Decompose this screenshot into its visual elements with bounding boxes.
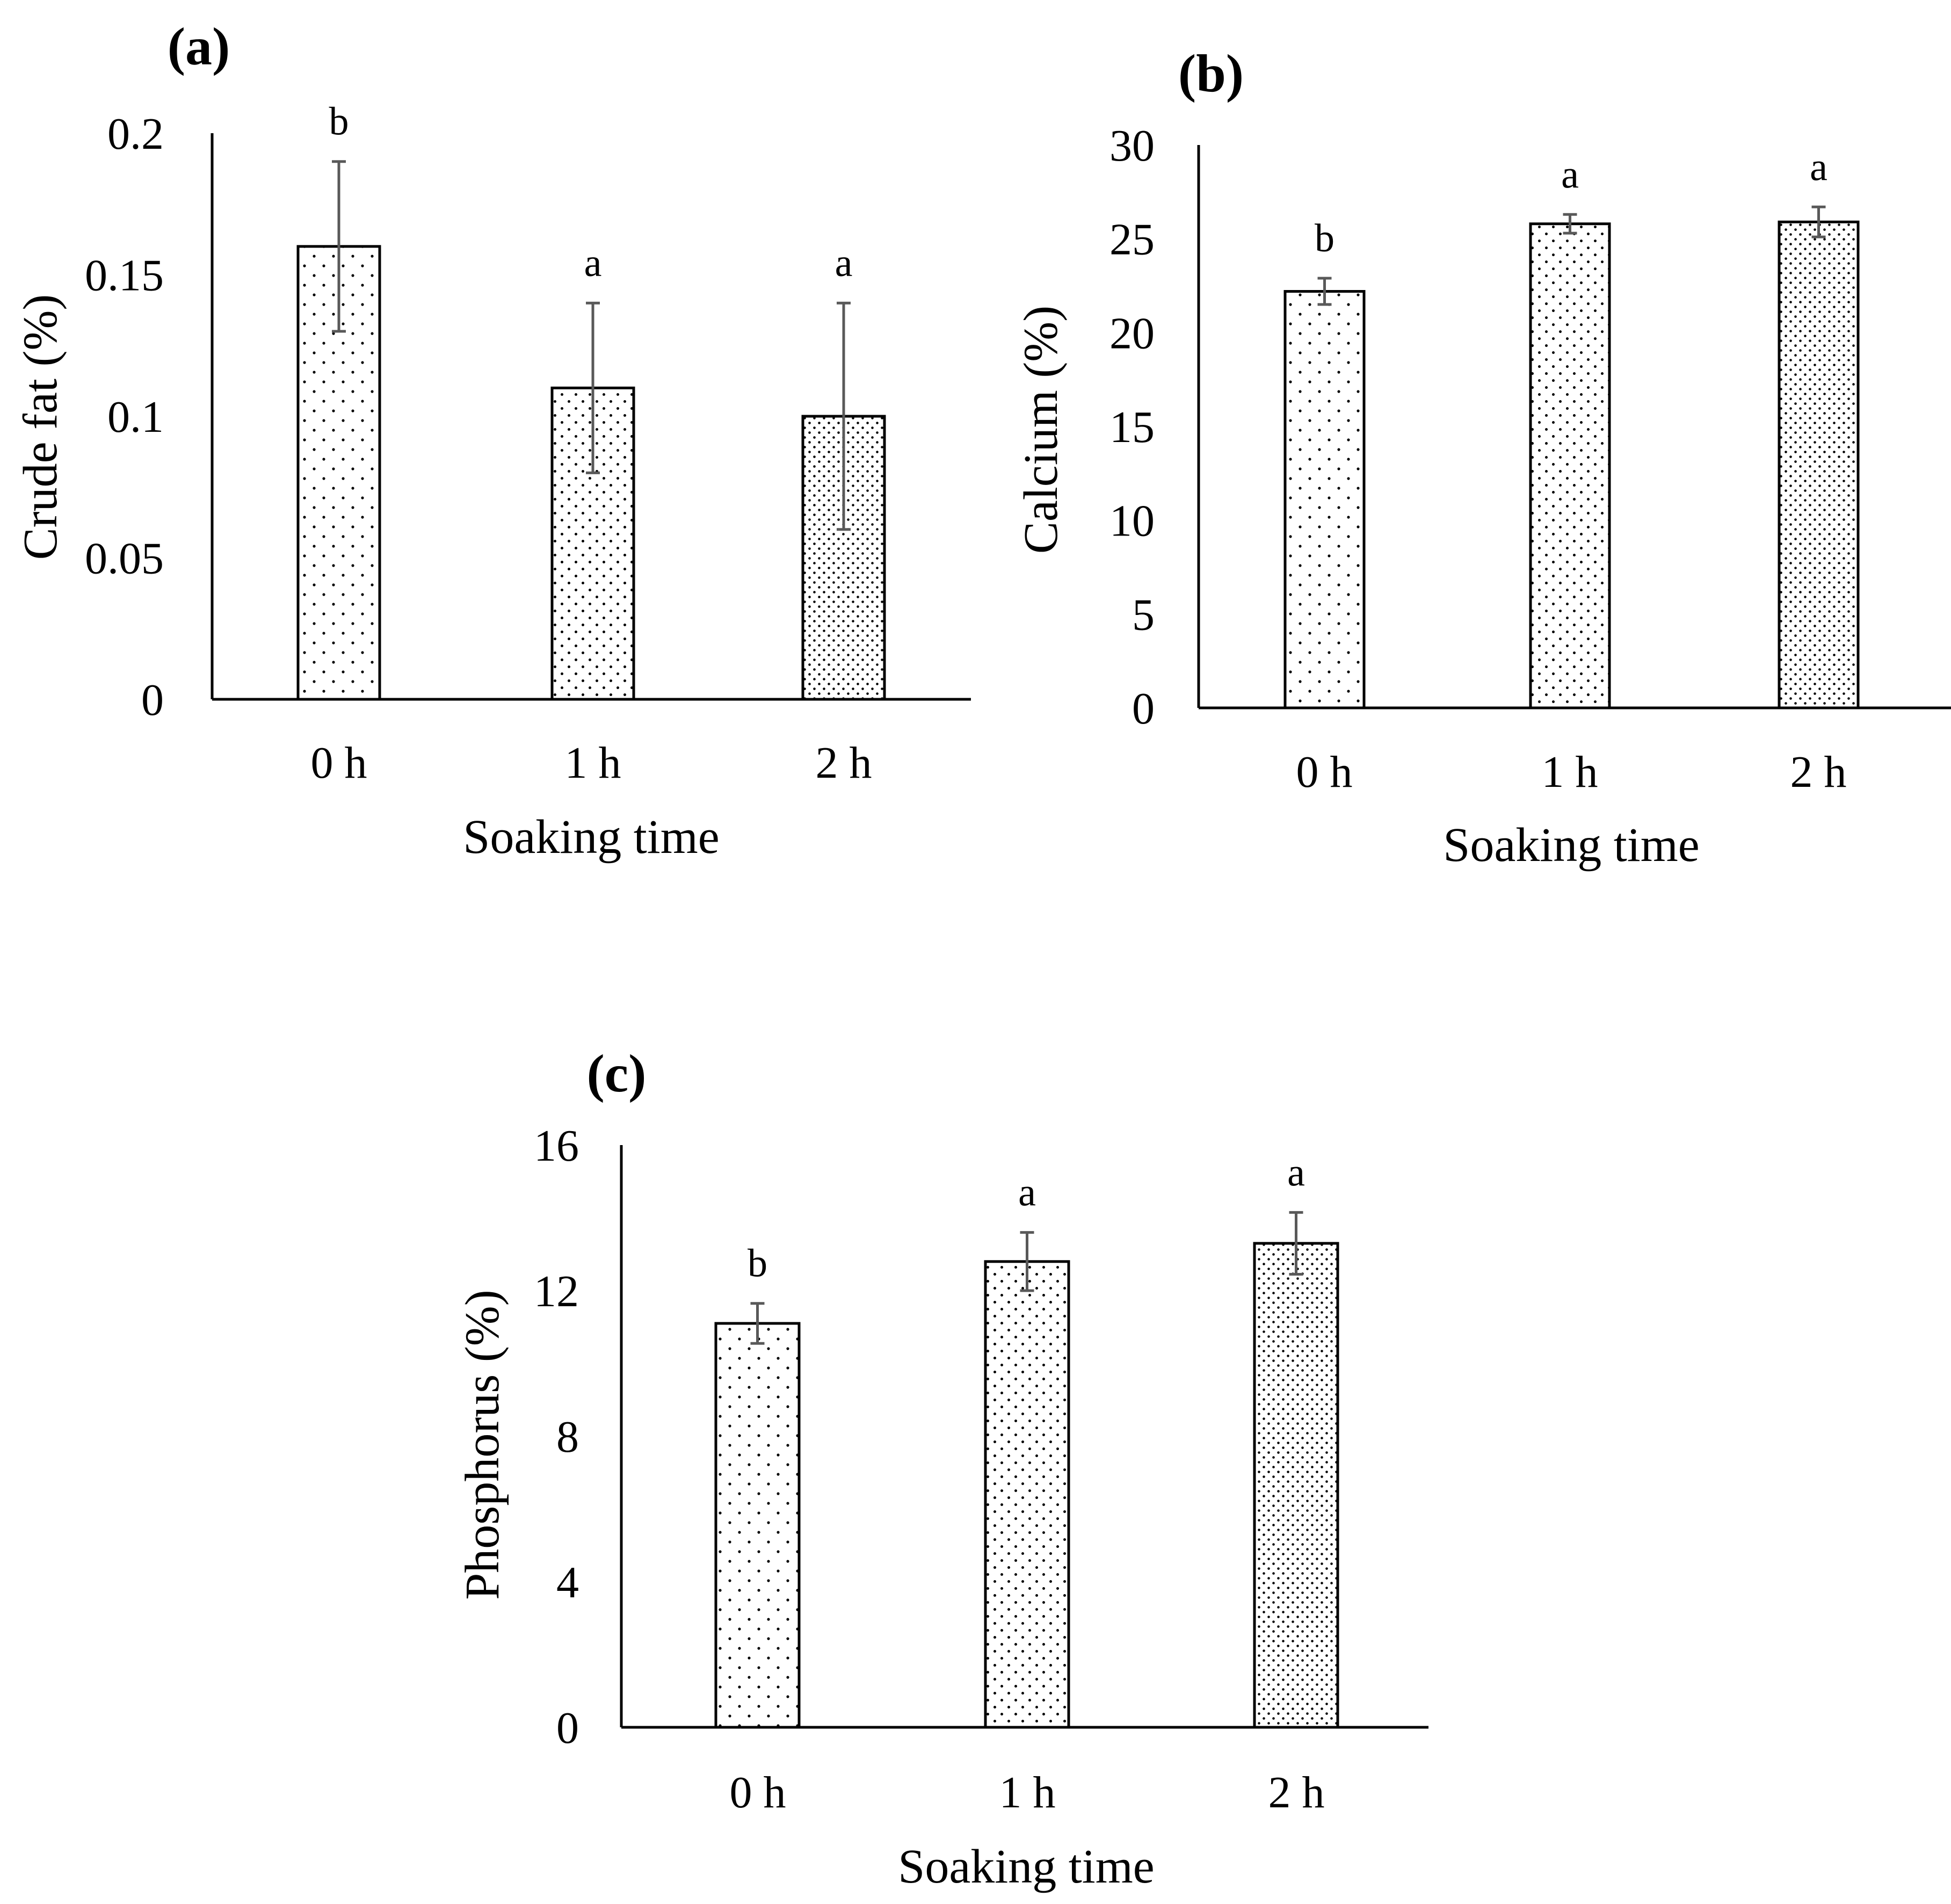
- panel-c-x-axis-title: Soaking time: [898, 1840, 1154, 1893]
- panel-b-xtick-label: 1 h: [1542, 747, 1598, 797]
- panel-c-ytick-label: 0: [556, 1703, 579, 1753]
- panel-a-xtick-label: 0 h: [311, 738, 367, 788]
- panel-a-significance-letter: a: [584, 241, 602, 285]
- panel-c-ytick-label: 16: [534, 1121, 579, 1171]
- panel-b-ytick-label: 0: [1132, 684, 1155, 734]
- panel-c-phosphorus: (c) 0 4 8 12 16 b a a 0 h 1 h 2 h Soakin…: [456, 1044, 1428, 1893]
- panel-b-significance-letter: b: [1315, 216, 1334, 260]
- panel-b-xtick-label: 2 h: [1790, 747, 1847, 797]
- panel-c-bar-2h: [1253, 1242, 1339, 1729]
- panel-a-ytick-label: 0.05: [85, 534, 164, 584]
- panel-b-error-bar-1h: [1563, 213, 1577, 235]
- panel-b-ytick-label: 25: [1109, 215, 1155, 265]
- panel-a-significance-letter: a: [835, 241, 853, 285]
- panel-b-ytick-label: 20: [1109, 308, 1155, 358]
- panel-c-xtick-label: 2 h: [1268, 1768, 1325, 1818]
- panel-c-significance-letter: b: [748, 1242, 767, 1286]
- panel-c-ytick-label: 4: [556, 1558, 579, 1608]
- panel-a-x-axis-title: Soaking time: [463, 810, 719, 864]
- panel-b-ytick-label: 10: [1109, 496, 1155, 546]
- panel-c-ytick-label: 8: [556, 1412, 579, 1462]
- panel-b-xtick-label: 0 h: [1296, 747, 1353, 797]
- panel-c-xtick-label: 0 h: [730, 1768, 786, 1818]
- panel-c-significance-letter: a: [1018, 1171, 1036, 1215]
- panel-b-error-bar-0h: [1317, 277, 1332, 306]
- panel-a-ytick-label: 0.15: [85, 251, 164, 301]
- panel-b-bar-2h: [1778, 220, 1860, 710]
- panel-b-calcium: (b) 0 5 10 15 20 25 30 b a a 0 h 1 h 2 h…: [1014, 44, 1951, 872]
- panel-b-significance-letter: a: [1810, 145, 1827, 189]
- panel-b-y-axis-title: Calcium (%): [1014, 306, 1068, 554]
- panel-c-error-bar-2h: [1289, 1211, 1303, 1276]
- panel-b-bar-0h: [1283, 289, 1366, 710]
- panel-c-xtick-label: 1 h: [999, 1768, 1056, 1818]
- panel-c-y-axis-title: Phosphorus (%): [456, 1290, 509, 1600]
- panel-a-label: (a): [168, 17, 230, 76]
- panel-a-ytick-label: 0.1: [107, 392, 164, 442]
- panel-a-error-bar-1h: [586, 301, 600, 474]
- panel-b-significance-letter: a: [1561, 153, 1579, 197]
- panel-a-error-bar-2h: [837, 301, 851, 531]
- panel-b-label: (b): [1178, 44, 1244, 103]
- panel-a-ytick-label: 0.2: [107, 109, 164, 159]
- panel-b-bar-1h: [1529, 222, 1611, 710]
- panel-b-ytick-label: 15: [1109, 402, 1155, 452]
- panel-c-bar-0h: [714, 1322, 801, 1729]
- panel-a-ytick-label: 0: [141, 675, 164, 725]
- panel-c-ytick-label: 12: [534, 1266, 579, 1316]
- panel-a-y-axis-title: Crude fat (%): [14, 294, 67, 560]
- panel-a-xtick-label: 1 h: [565, 738, 621, 788]
- panel-b-error-bar-2h: [1811, 205, 1826, 238]
- panel-c-error-bar-0h: [750, 1302, 765, 1345]
- panel-a-error-bar-0h: [332, 160, 346, 333]
- panel-b-x-axis-title: Soaking time: [1443, 819, 1699, 872]
- panel-c-error-bar-1h: [1020, 1231, 1034, 1292]
- panel-c-label: (c): [587, 1044, 647, 1103]
- panel-c-significance-letter: a: [1287, 1150, 1305, 1194]
- panel-b-ytick-label: 5: [1132, 590, 1155, 640]
- panel-a-significance-letter: b: [329, 100, 349, 144]
- panel-a-crude-fat: (a) 0 0.05 0.1 0.15 0.2 b a a 0 h 1 h 2 …: [14, 17, 971, 864]
- panel-c-bar-1h: [984, 1260, 1070, 1729]
- panel-a-xtick-label: 2 h: [816, 738, 872, 788]
- panel-b-ytick-label: 30: [1109, 121, 1155, 171]
